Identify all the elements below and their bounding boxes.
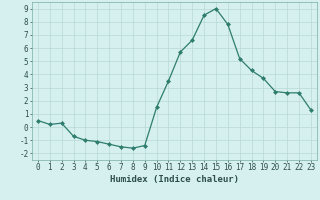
X-axis label: Humidex (Indice chaleur): Humidex (Indice chaleur) xyxy=(110,175,239,184)
